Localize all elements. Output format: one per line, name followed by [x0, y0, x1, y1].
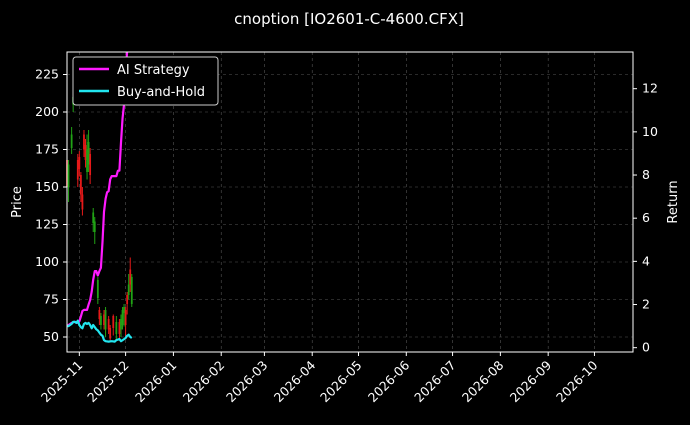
candle-body: [84, 145, 87, 160]
candle-body: [86, 149, 88, 172]
candle-body: [78, 157, 81, 169]
grid-lines: [67, 52, 633, 352]
left-axis-tick-label: 125: [35, 217, 59, 232]
candle-body: [92, 212, 95, 223]
left-axis-tick-label: 175: [35, 142, 59, 157]
candle-body: [96, 280, 99, 298]
legend-buy-and-hold-label: Buy-and-Hold: [117, 85, 205, 100]
right-axis-label: Return: [666, 180, 681, 223]
left-axis-label: Price: [10, 186, 25, 218]
candle-body: [115, 322, 118, 334]
candle-body: [123, 307, 125, 313]
candle-body: [100, 316, 102, 325]
left-y-axis: 50 75 100 125 150 175 200 225: [35, 67, 67, 344]
candle-body: [126, 295, 129, 304]
candle-body: [103, 314, 105, 325]
candle-body: [83, 134, 85, 150]
right-axis-tick-label: 2: [642, 297, 650, 312]
right-axis-tick-label: 4: [642, 253, 650, 268]
plot-frame: [66, 51, 634, 353]
candle-body: [104, 310, 107, 330]
candle-body: [81, 194, 84, 210]
candle-body: [76, 160, 79, 180]
legend-ai-strategy-label: AI Strategy: [117, 63, 190, 78]
right-axis-tick-label: 8: [642, 167, 650, 182]
candle-body: [107, 319, 110, 330]
left-axis-tick-label: 150: [35, 179, 59, 194]
series-lines: [67, 52, 133, 343]
left-axis-tick-label: 200: [35, 104, 59, 119]
candle-body: [129, 269, 132, 285]
candle-body: [109, 328, 112, 339]
candle-body: [112, 316, 115, 328]
candle-body: [87, 142, 90, 165]
candle-body: [127, 284, 130, 295]
right-axis-tick-label: 6: [642, 210, 650, 225]
candle-body: [98, 310, 101, 319]
candle-body: [79, 175, 82, 195]
right-y-axis: 0 2 4 6 8 10 12: [633, 81, 658, 355]
legend-box: [72, 56, 219, 106]
candle-body: [130, 277, 133, 304]
left-axis-tick-label: 100: [35, 254, 59, 269]
candle-body: [89, 154, 92, 175]
right-axis-tick-label: 0: [642, 340, 650, 355]
candle-body: [67, 164, 70, 187]
legend: AI Strategy Buy-and-Hold: [72, 56, 219, 106]
left-axis-tick-label: 75: [43, 292, 59, 307]
candle-body: [70, 134, 73, 148]
candle-body: [93, 221, 96, 232]
candle-body: [124, 310, 127, 325]
left-axis-tick-label: 225: [35, 67, 59, 82]
candle-body: [121, 310, 124, 325]
right-axis-tick-label: 12: [642, 81, 658, 96]
candle-body: [120, 319, 122, 330]
buy-and-hold-line: [67, 319, 133, 343]
chart-title: cnoption [IO2601-C-4600.CFX]: [234, 10, 464, 28]
ai-strategy-line: [67, 52, 129, 328]
right-axis-tick-label: 10: [642, 124, 658, 139]
candle-body: [118, 322, 121, 334]
left-axis-tick-label: 50: [43, 329, 59, 344]
